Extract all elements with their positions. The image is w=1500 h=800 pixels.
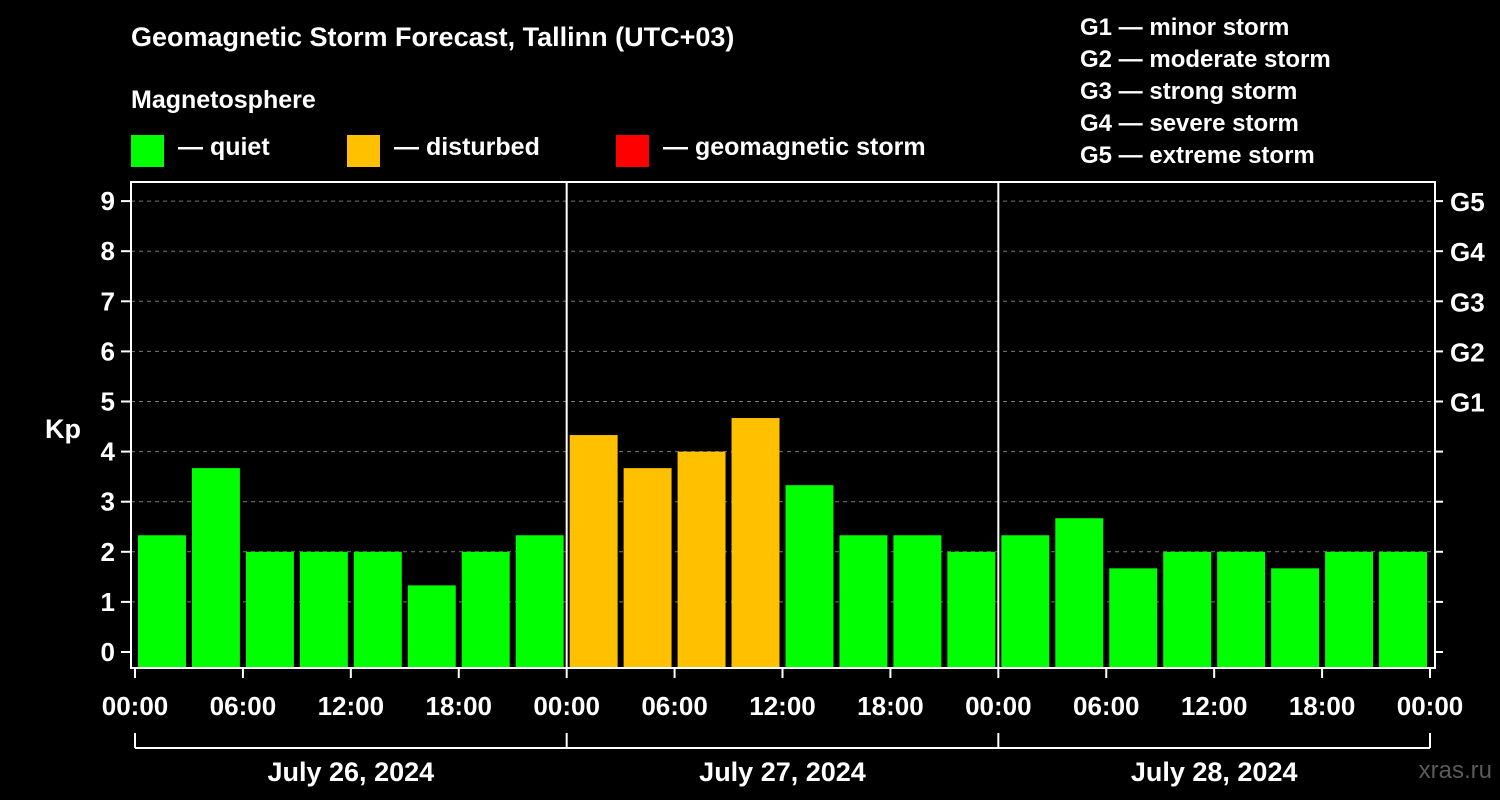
x-tick-label: 18:00 [1289, 691, 1356, 721]
legend-swatch-disturbed [347, 135, 380, 167]
kp-bar [1325, 551, 1374, 668]
kp-bar [785, 485, 834, 668]
day-label: July 27, 2024 [699, 757, 866, 787]
y-tick-label: 9 [101, 186, 115, 216]
y-tick-label: 6 [101, 336, 115, 366]
g-scale-label: G4 [1450, 237, 1485, 267]
kp-bar [1271, 568, 1320, 668]
kp-bar [677, 451, 726, 668]
y-tick-label: 3 [101, 487, 115, 517]
legend-label-disturbed: — disturbed [394, 133, 540, 161]
x-tick-label: 12:00 [749, 691, 816, 721]
g-scale-label: G1 [1450, 388, 1485, 418]
kp-bar [407, 585, 456, 668]
kp-bar [299, 551, 348, 668]
x-tick-label: 00:00 [1397, 691, 1464, 721]
y-tick-label: 1 [101, 587, 115, 617]
kp-bar [353, 551, 402, 668]
g-scale-label: G2 [1450, 337, 1485, 367]
watermark: xras.ru [1418, 757, 1492, 784]
legend-swatch-quiet [131, 135, 164, 167]
g-legend-g3: G3 — strong storm [1080, 78, 1298, 105]
x-tick-label: 12:00 [1181, 691, 1248, 721]
g-legend-g2: G2 — moderate storm [1080, 46, 1331, 73]
kp-bar [515, 535, 564, 668]
magnetosphere-label: Magnetosphere [131, 86, 316, 114]
kp-bar [1379, 551, 1427, 668]
y-tick-label: 7 [101, 286, 115, 316]
kp-bar [1055, 518, 1104, 668]
day-label: July 28, 2024 [1131, 757, 1298, 787]
kp-bar [893, 535, 942, 668]
kp-bar [1217, 551, 1266, 668]
kp-bar [191, 468, 240, 668]
kp-bar [1001, 535, 1050, 668]
y-axis-label: Kp [45, 414, 81, 444]
kp-bar [1109, 568, 1158, 668]
x-tick-label: 06:00 [641, 691, 708, 721]
g-scale-label: G3 [1450, 287, 1485, 317]
kp-bar [947, 551, 996, 668]
y-tick-label: 5 [101, 387, 115, 417]
x-tick-label: 12:00 [318, 691, 385, 721]
kp-bar [731, 418, 780, 668]
x-tick-label: 06:00 [1073, 691, 1140, 721]
g-legend-g4: G4 — severe storm [1080, 110, 1299, 137]
y-tick-label: 8 [101, 236, 115, 266]
chart-title: Geomagnetic Storm Forecast, Tallinn (UTC… [131, 22, 735, 52]
x-tick-label: 00:00 [102, 691, 169, 721]
x-tick-label: 18:00 [857, 691, 924, 721]
g-legend-g5: G5 — extreme storm [1080, 142, 1315, 169]
legend-label-storm: — geomagnetic storm [663, 133, 926, 161]
legend-swatch-storm [616, 135, 649, 167]
kp-bar [245, 551, 294, 668]
legend-label-quiet: — quiet [178, 133, 270, 161]
day-label: July 26, 2024 [268, 757, 435, 787]
kp-bar [623, 468, 672, 668]
x-tick-label: 18:00 [426, 691, 493, 721]
x-tick-label: 06:00 [210, 691, 277, 721]
g-scale-label: G5 [1450, 187, 1485, 217]
g-legend-g1: G1 — minor storm [1080, 14, 1290, 41]
kp-bar [138, 535, 186, 668]
kp-bar [1163, 551, 1212, 668]
kp-bar [839, 535, 888, 668]
y-tick-label: 2 [101, 537, 115, 567]
y-tick-label: 0 [101, 637, 115, 667]
kp-bar [461, 551, 510, 668]
y-tick-label: 4 [101, 437, 116, 467]
x-tick-label: 00:00 [533, 691, 600, 721]
x-tick-label: 00:00 [965, 691, 1032, 721]
kp-bar [569, 435, 618, 668]
